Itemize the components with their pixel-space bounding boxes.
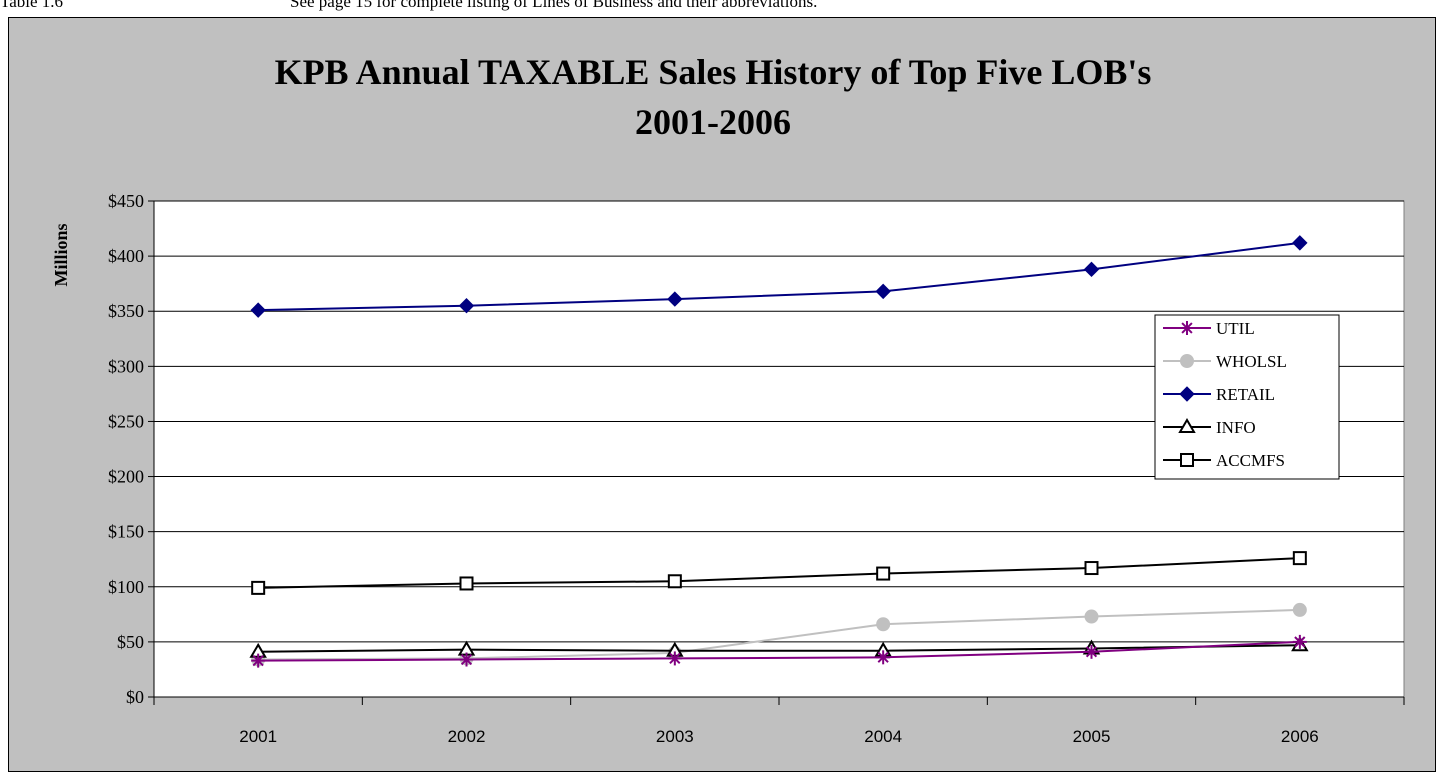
data-point	[667, 574, 682, 589]
y-tick-label: $400	[108, 246, 144, 266]
data-point	[1180, 354, 1194, 368]
data-point	[1292, 634, 1307, 649]
data-point	[1084, 561, 1099, 576]
data-point	[1178, 418, 1196, 433]
x-tick-label: 2001	[239, 727, 277, 746]
y-tick-label: $250	[108, 411, 144, 431]
x-tick-label: 2003	[656, 727, 694, 746]
table-caption: Table 1.6 See page 15 for complete listi…	[0, 0, 1447, 12]
series-line	[258, 608, 1300, 661]
data-point	[458, 298, 475, 314]
data-point	[459, 576, 474, 591]
series-line	[258, 640, 1300, 662]
data-point	[1179, 386, 1195, 402]
data-point	[1292, 235, 1308, 251]
legend-item-accmfs: ACCMFS	[1163, 451, 1285, 470]
series-accmfs	[251, 551, 1307, 595]
data-point	[1084, 644, 1099, 659]
x-tick-label: 2005	[1073, 727, 1111, 746]
y-tick-label: $350	[108, 301, 144, 321]
asterisk-stroke	[460, 653, 473, 666]
chart-title-line-2: 2001-2006	[635, 102, 791, 142]
data-point	[667, 651, 682, 666]
data-point	[1292, 602, 1307, 617]
data-point	[459, 652, 474, 667]
asterisk-stroke	[1085, 646, 1098, 658]
y-tick-label: $0	[126, 687, 144, 707]
x-tick-label: 2004	[864, 727, 902, 746]
data-point	[1083, 261, 1100, 278]
series-line	[258, 644, 1300, 653]
legend-label: UTIL	[1216, 319, 1255, 338]
series-line	[258, 557, 1300, 589]
legend-label: ACCMFS	[1216, 451, 1285, 470]
data-point	[1180, 453, 1194, 467]
legend-label: WHOLSL	[1216, 352, 1287, 371]
data-point	[876, 617, 891, 632]
legend-item-wholsl: WHOLSL	[1163, 352, 1287, 371]
asterisk-stroke	[1294, 636, 1306, 648]
legend-item-retail: RETAIL	[1163, 385, 1275, 404]
legend: UTIL WHOLSL RETAIL INFO ACCMFS	[1154, 314, 1340, 480]
plot-area: $0 $50 $100 $150 $200 $250 $300 $350 $400 $450 200…	[108, 191, 1405, 746]
data-point	[1084, 609, 1099, 624]
y-tick-label: $450	[108, 191, 144, 211]
y-tick-label: $200	[108, 467, 144, 487]
legend-label: RETAIL	[1216, 385, 1275, 404]
data-point	[1292, 551, 1307, 566]
chart-title-line-1: KPB Annual TAXABLE Sales History of Top …	[275, 52, 1152, 92]
legend-label: INFO	[1216, 418, 1256, 437]
caption-label: Table 1.6	[0, 0, 64, 11]
asterisk-stroke	[877, 651, 889, 663]
caption-note: See page 15 for complete listing of Line…	[290, 0, 818, 11]
series-retail	[250, 235, 1308, 318]
x-tick-label: 2002	[448, 727, 486, 746]
asterisk-stroke	[252, 655, 264, 667]
data-point	[251, 580, 266, 595]
data-point	[251, 653, 266, 668]
y-axis-label: Millions	[51, 223, 71, 286]
y-tick-label: $100	[108, 577, 144, 597]
data-point	[667, 291, 683, 307]
data-point	[876, 566, 891, 581]
data-point	[875, 283, 891, 300]
series-util	[251, 634, 1307, 668]
data-point	[876, 650, 891, 665]
series-line	[258, 241, 1300, 312]
data-point	[250, 302, 266, 318]
x-tick-label: 2006	[1281, 727, 1319, 746]
data-point	[1180, 321, 1194, 335]
asterisk-stroke	[669, 652, 681, 665]
y-tick-label: $300	[108, 356, 144, 376]
asterisk-stroke	[1181, 322, 1193, 334]
legend-item-util: UTIL	[1163, 319, 1255, 338]
y-tick-label: $50	[117, 632, 144, 652]
y-tick-label: $150	[108, 522, 144, 542]
legend-item-info: INFO	[1163, 418, 1256, 437]
